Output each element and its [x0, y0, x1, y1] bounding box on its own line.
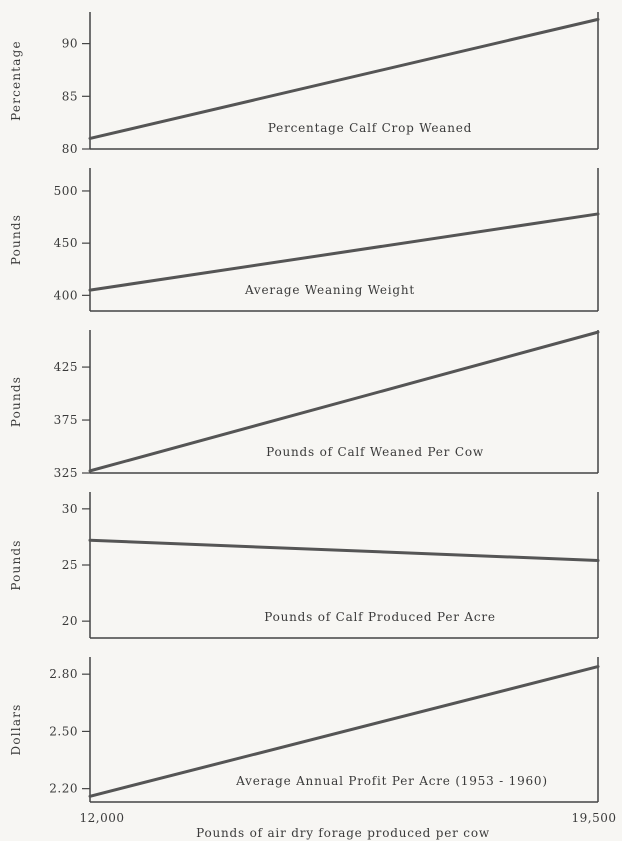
series-line: [88, 17, 600, 140]
chart-panel-5: 2.20 2.50 2.80 Dollars Average Annual Profit…: [9, 657, 600, 803]
y-axis-label: Pounds: [9, 376, 23, 427]
shared-x-axis: 12,000 19,500 Pounds of air dry forage pro…: [80, 811, 617, 840]
chart-caption: Pounds of Calf Produced Per Acre: [264, 610, 496, 624]
y-tick-label: 400: [54, 288, 78, 302]
y-tick-label: 90: [62, 37, 78, 51]
chart-panel-2: 400 450 500 Pounds Average Weaning Weight: [9, 168, 600, 312]
chart-panel-3: 325 375 425 Pounds Pounds of Calf Weaned Per…: [9, 330, 600, 480]
y-tick-label: 2.20: [49, 782, 78, 796]
y-tick-label: 85: [62, 89, 78, 103]
series-line: [88, 330, 600, 473]
chart-panel-1: 80 85 90 Percentage Percentage Calf Crop Wea…: [9, 12, 600, 156]
series-line: [88, 212, 600, 292]
y-axis-label: Percentage: [9, 40, 23, 121]
y-axis-label: Pounds: [9, 539, 23, 590]
y-tick-label: 500: [54, 184, 78, 198]
chart-caption: Average Annual Profit Per Acre (1953 - 1…: [235, 774, 548, 788]
x-axis-label: Pounds of air dry forage produced per co…: [196, 826, 490, 840]
series-line: [88, 538, 600, 563]
y-tick-label: 425: [54, 360, 78, 374]
chart-panel-4: 20 25 30 Pounds Pounds of Calf Produced Per …: [9, 492, 600, 639]
y-tick-label: 450: [54, 236, 78, 250]
x-tick-label: 12,000: [80, 811, 125, 825]
y-tick-label: 25: [62, 558, 78, 572]
y-tick-label: 325: [54, 466, 78, 480]
y-tick-label: 30: [62, 502, 78, 516]
y-tick-label: 80: [62, 142, 78, 156]
series-line: [88, 665, 600, 798]
y-axis-label: Pounds: [9, 214, 23, 265]
chart-caption: Percentage Calf Crop Weaned: [268, 121, 472, 135]
x-tick-label: 19,500: [572, 811, 617, 825]
y-tick-label: 2.80: [49, 667, 78, 681]
chart-caption: Pounds of Calf Weaned Per Cow: [266, 445, 484, 459]
y-tick-label: 375: [54, 413, 78, 427]
chart-caption: Average Weaning Weight: [244, 283, 415, 297]
y-tick-label: 20: [62, 614, 78, 628]
y-tick-label: 2.50: [49, 724, 78, 738]
y-axis-label: Dollars: [9, 704, 23, 756]
